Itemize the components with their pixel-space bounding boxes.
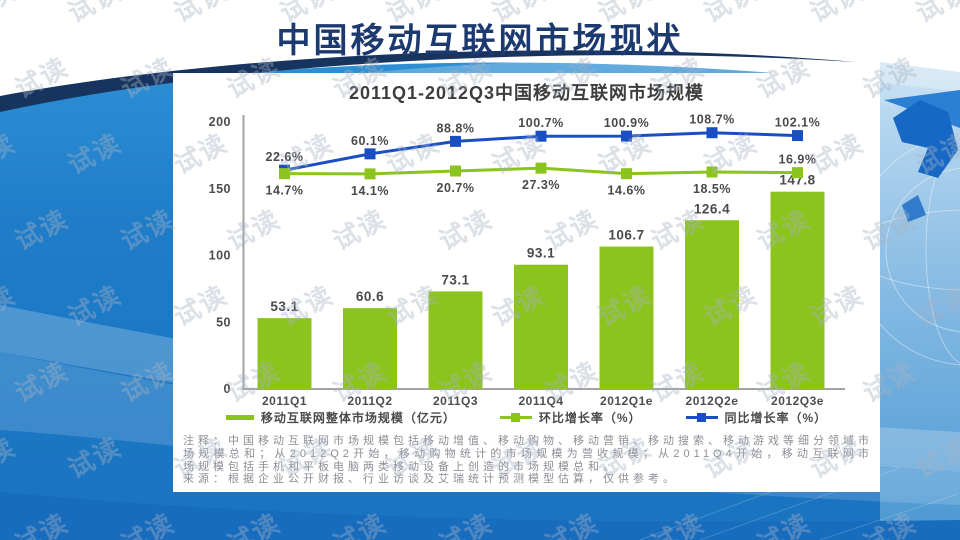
- qoq-growth-value-label: 20.7%: [437, 181, 475, 195]
- x-category-label: 2011Q3: [433, 394, 478, 408]
- chart-notes: 注释：中国移动互联网市场规模包括移动增值、移动购物、移动营销、移动搜索、移动游戏…: [183, 435, 873, 486]
- continent-shape: [893, 100, 958, 178]
- legend-item-qoq-growth: 环比增长率（%）: [499, 409, 642, 426]
- qoq-growth-value-label: 18.5%: [693, 182, 731, 196]
- note-annotation: 注释：中国移动互联网市场规模包括移动增值、移动购物、移动营销、移动搜索、移动游戏…: [183, 435, 873, 473]
- yoy-growth-value-label: 100.9%: [604, 116, 649, 130]
- legend-label: 环比增长率（%）: [538, 411, 642, 425]
- legend-label: 同比增长率（%）: [724, 411, 828, 425]
- chart-legend: 移动互联网整体市场规模（亿元） 环比增长率（%） 同比增长率（%）: [173, 409, 880, 426]
- x-category-label: 2011Q1: [262, 394, 307, 408]
- yoy-growth-marker: [792, 130, 803, 142]
- yoy-growth-marker: [450, 135, 461, 147]
- y-tick-label: 100: [209, 249, 231, 263]
- globe-panel: [880, 62, 960, 540]
- yoy-growth-marker: [621, 130, 632, 142]
- x-category-label: 2011Q2: [347, 394, 392, 408]
- legend-item-yoy-growth: 同比增长率（%）: [685, 409, 828, 426]
- market-scale-chart: 0 50 100 150 200 53.1 60.6 73.1 93.1 106.7 126.4 14…: [209, 113, 845, 408]
- yoy-growth-marker: [535, 130, 547, 142]
- qoq-growth-marker: [450, 165, 461, 177]
- yoy-growth-value-label: 100.7%: [518, 116, 563, 130]
- x-category-label: 2012Q3e: [771, 394, 824, 408]
- qoq-growth-marker: [364, 168, 376, 180]
- qoq-growth-value-label: 27.3%: [522, 178, 560, 192]
- qoq-growth-value-label: 14.7%: [266, 184, 304, 198]
- x-category-label: 2012Q2e: [686, 394, 739, 408]
- y-tick-label: 150: [209, 182, 231, 196]
- y-tick-label: 50: [216, 315, 231, 329]
- bar-2011Q3: [428, 291, 483, 389]
- bar-2011Q1: [257, 318, 312, 389]
- bar-value-label: 73.1: [441, 272, 469, 287]
- x-category-label: 2012Q1e: [600, 394, 653, 408]
- yoy-growth-marker: [364, 148, 376, 160]
- chart-panel: 2011Q1-2012Q3中国移动互联网市场规模 0 50 100 150 200 53.…: [173, 73, 880, 492]
- y-tick-label: 0: [224, 382, 231, 396]
- header-swoosh: [0, 50, 856, 112]
- bar-2012Q3e: [770, 191, 825, 389]
- yoy-growth-value-label: 88.8%: [437, 121, 475, 135]
- page-title: 中国移动互联网市场现状: [276, 22, 684, 60]
- bar-series-swatch-icon: [225, 415, 254, 420]
- bar-2012Q2e: [685, 220, 739, 389]
- qoq-growth-value-label: 14.1%: [351, 184, 389, 198]
- bottom-wedge: [0, 492, 960, 540]
- yoy-growth-value-label: 60.1%: [351, 134, 389, 148]
- yoy-growth-value-label: 108.7%: [689, 113, 734, 127]
- qoq-growth-marker: [706, 166, 718, 178]
- bar-value-label: 106.7: [608, 228, 644, 243]
- note-source: 来源：根据企业公开财报、行业访谈及艾瑞统计预测模型估算，仅供参考。: [183, 473, 678, 486]
- yoy-growth-marker: [706, 127, 718, 139]
- line-series-swatch-icon: [499, 413, 532, 422]
- chart-title: 2011Q1-2012Q3中国移动互联网市场规模: [348, 83, 705, 103]
- yoy-growth-value-label: 102.1%: [775, 116, 820, 130]
- bar-2011Q4: [514, 264, 568, 389]
- bar-value-label: 53.1: [270, 299, 298, 314]
- bar-value-label: 60.6: [356, 289, 384, 304]
- qoq-growth-value-label: 16.9%: [779, 153, 817, 167]
- island-shape: [902, 195, 926, 222]
- qoq-growth-marker: [279, 168, 290, 180]
- legend-label: 移动互联网整体市场规模（亿元）: [260, 411, 456, 425]
- bar-2012Q1e: [599, 246, 654, 389]
- bar-value-label: 147.8: [779, 173, 815, 188]
- legend-item-market-scale: 移动互联网整体市场规模（亿元）: [225, 409, 456, 426]
- y-tick-label: 200: [209, 115, 231, 129]
- qoq-growth-value-label: 14.6%: [608, 184, 646, 198]
- bar-value-label: 93.1: [527, 246, 555, 261]
- bar-2011Q2: [343, 308, 397, 389]
- qoq-growth-marker: [792, 167, 803, 179]
- x-category-label: 2011Q4: [518, 394, 563, 408]
- qoq-growth-marker: [621, 168, 632, 180]
- line-series-swatch-icon: [685, 413, 718, 422]
- bar-value-label: 126.4: [694, 201, 730, 216]
- yoy-growth-value-label: 22.6%: [266, 150, 304, 164]
- qoq-growth-marker: [535, 162, 547, 174]
